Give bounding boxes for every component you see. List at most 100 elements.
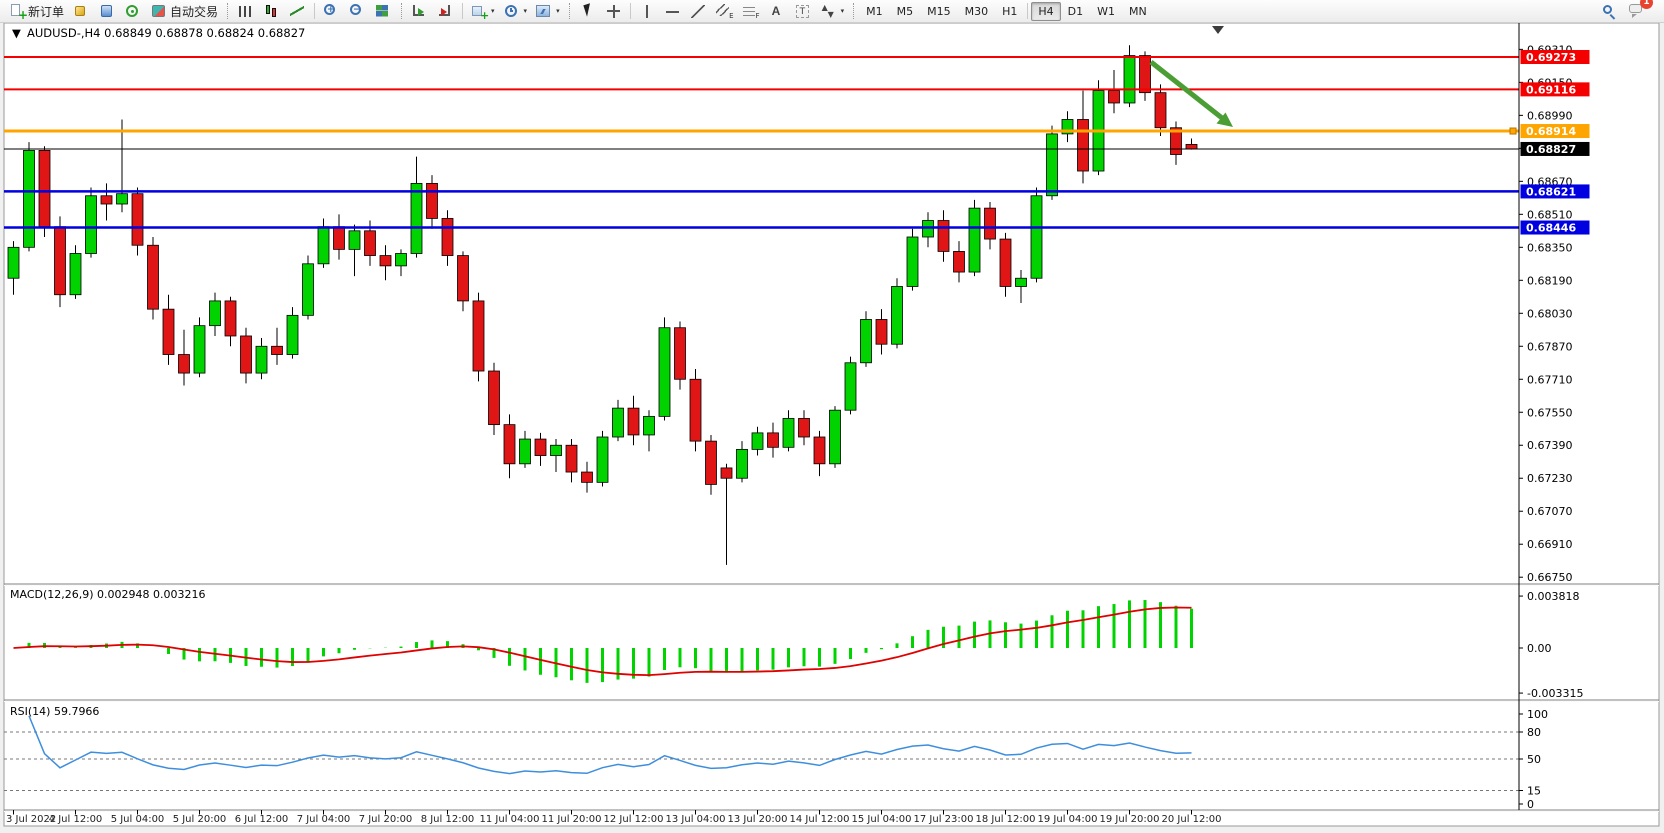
templates-button[interactable]: ▾ <box>531 0 564 22</box>
new-chart-button[interactable]: ▾ <box>466 0 499 22</box>
timeframe-d1-button[interactable]: D1 <box>1067 4 1084 18</box>
equidistant-channel-button[interactable] <box>712 0 738 22</box>
chevron-down-icon[interactable]: ▾ <box>840 7 845 15</box>
horizontal-line-button[interactable] <box>660 0 686 22</box>
rsi-tick-label: 80 <box>1527 726 1541 739</box>
macd-tick-label: 0.003818 <box>1527 590 1580 603</box>
timeframe-m1-button[interactable]: M1 <box>866 4 883 18</box>
chart-shift-icon <box>437 3 455 20</box>
timeframe-h1-button[interactable]: H1 <box>1002 4 1018 18</box>
autotrade-icon <box>150 3 168 20</box>
candle-body <box>937 220 950 252</box>
date-label: 11 Jul 04:00 <box>480 814 540 825</box>
crosshair-button[interactable] <box>601 0 627 22</box>
candle-body <box>69 253 82 296</box>
timeframe-m15-button[interactable]: M15 <box>927 4 951 18</box>
candle-body <box>1185 144 1198 150</box>
symbol-ohlc-title: AUDUSD-,H4 0.68849 0.68878 0.68824 0.688… <box>27 26 305 40</box>
chevron-down-icon[interactable]: ▾ <box>491 7 495 15</box>
toolbar-separator <box>314 3 316 19</box>
candle-body <box>193 325 206 374</box>
line-handle[interactable] <box>1509 127 1517 135</box>
date-label: 13 Jul 20:00 <box>728 814 788 825</box>
notification-badge: 1 <box>1640 0 1653 9</box>
notifications-button[interactable]: 1 <box>1628 0 1653 22</box>
signals-icon-button[interactable] <box>120 0 146 22</box>
zoom-out-button[interactable] <box>344 0 370 22</box>
chart-shift-marker[interactable] <box>1212 26 1224 34</box>
date-label: 20 Jul 12:00 <box>1162 814 1222 825</box>
auto-scroll-button[interactable] <box>407 0 433 22</box>
bar-chart-button[interactable] <box>233 0 259 22</box>
timeframe-m30-button[interactable]: M30 <box>964 4 989 18</box>
price-tick-label: 0.67230 <box>1527 472 1573 485</box>
date-label: 13 Jul 04:00 <box>666 814 726 825</box>
chart-shift-button[interactable] <box>433 0 459 22</box>
new-order-button[interactable]: 新订单 <box>4 0 68 22</box>
gold-cube-icon <box>72 3 90 20</box>
timeframe-m5-button[interactable]: M5 <box>896 4 914 18</box>
timeframe-w1-button[interactable]: W1 <box>1097 4 1115 18</box>
community-icon-button[interactable] <box>94 0 120 22</box>
fibonacci-button[interactable] <box>738 0 764 22</box>
candle-body <box>1077 119 1089 172</box>
periods-button[interactable]: ▾ <box>499 0 532 22</box>
arrows-icon <box>820 3 838 20</box>
text-label-button[interactable] <box>790 0 816 22</box>
candle-body <box>255 345 268 374</box>
candle-body <box>550 444 562 456</box>
zoom-in-icon <box>322 3 340 20</box>
arrows-button[interactable]: ▾ <box>816 0 849 22</box>
date-label: 8 Jul 12:00 <box>421 814 475 825</box>
timeframe-h4-button[interactable]: H4 <box>1031 1 1061 21</box>
candle-body <box>860 319 872 364</box>
text-a-icon <box>768 3 786 20</box>
date-label: 17 Jul 23:00 <box>914 814 974 825</box>
tile-windows-button[interactable] <box>370 0 396 22</box>
candle-body <box>1139 55 1151 94</box>
price-label-box <box>1520 184 1590 199</box>
symbol-dropdown-marker[interactable]: ▼ <box>12 26 21 40</box>
zoom-in-button[interactable] <box>318 0 344 22</box>
search-icon[interactable] <box>1600 3 1618 20</box>
timeframe-mn-button[interactable]: MN <box>1129 4 1147 18</box>
price-label-box <box>1520 82 1590 97</box>
price-label-text: 0.69116 <box>1526 83 1576 96</box>
candle-body <box>348 230 361 250</box>
rsi-tick-label: 100 <box>1527 708 1548 721</box>
candle-body <box>751 432 764 450</box>
clock-icon <box>503 3 521 20</box>
candle-body <box>426 182 438 219</box>
trendline-button[interactable] <box>686 0 712 22</box>
candle-body <box>627 407 640 436</box>
price-label-text: 0.69273 <box>1526 51 1576 64</box>
cursor-button[interactable] <box>575 0 601 22</box>
date-label: 11 Jul 20:00 <box>542 814 602 825</box>
candle-body <box>131 193 144 246</box>
trend-arrow-annotation[interactable] <box>1149 60 1224 120</box>
candle-body <box>7 246 20 279</box>
candle-body <box>519 438 531 465</box>
linechart-icon <box>289 3 307 20</box>
fibo-icon <box>742 3 760 20</box>
candle-body <box>54 226 66 296</box>
gold-service-icon-button[interactable] <box>68 0 94 22</box>
vertical-line-button[interactable] <box>634 0 660 22</box>
toolbar-right: 1 <box>1600 0 1660 22</box>
price-label-text: 0.68914 <box>1526 125 1576 138</box>
chevron-down-icon[interactable]: ▾ <box>523 7 528 15</box>
toolbar-group-handle <box>227 3 229 19</box>
date-label: 14 Jul 12:00 <box>790 814 850 825</box>
line-chart-button[interactable] <box>285 0 311 22</box>
chevron-down-icon[interactable]: ▾ <box>556 7 560 15</box>
candle-body <box>224 300 237 337</box>
candle-body <box>968 207 981 273</box>
text-button[interactable] <box>764 0 790 22</box>
candle-body <box>116 193 128 205</box>
candlestick-chart-button[interactable] <box>259 0 285 22</box>
toolbar-separator <box>629 3 631 19</box>
candle-body <box>1015 277 1027 287</box>
autotrading-button[interactable]: 自动交易 <box>146 0 222 22</box>
candle-body <box>1061 119 1074 135</box>
candle-body <box>379 255 392 267</box>
